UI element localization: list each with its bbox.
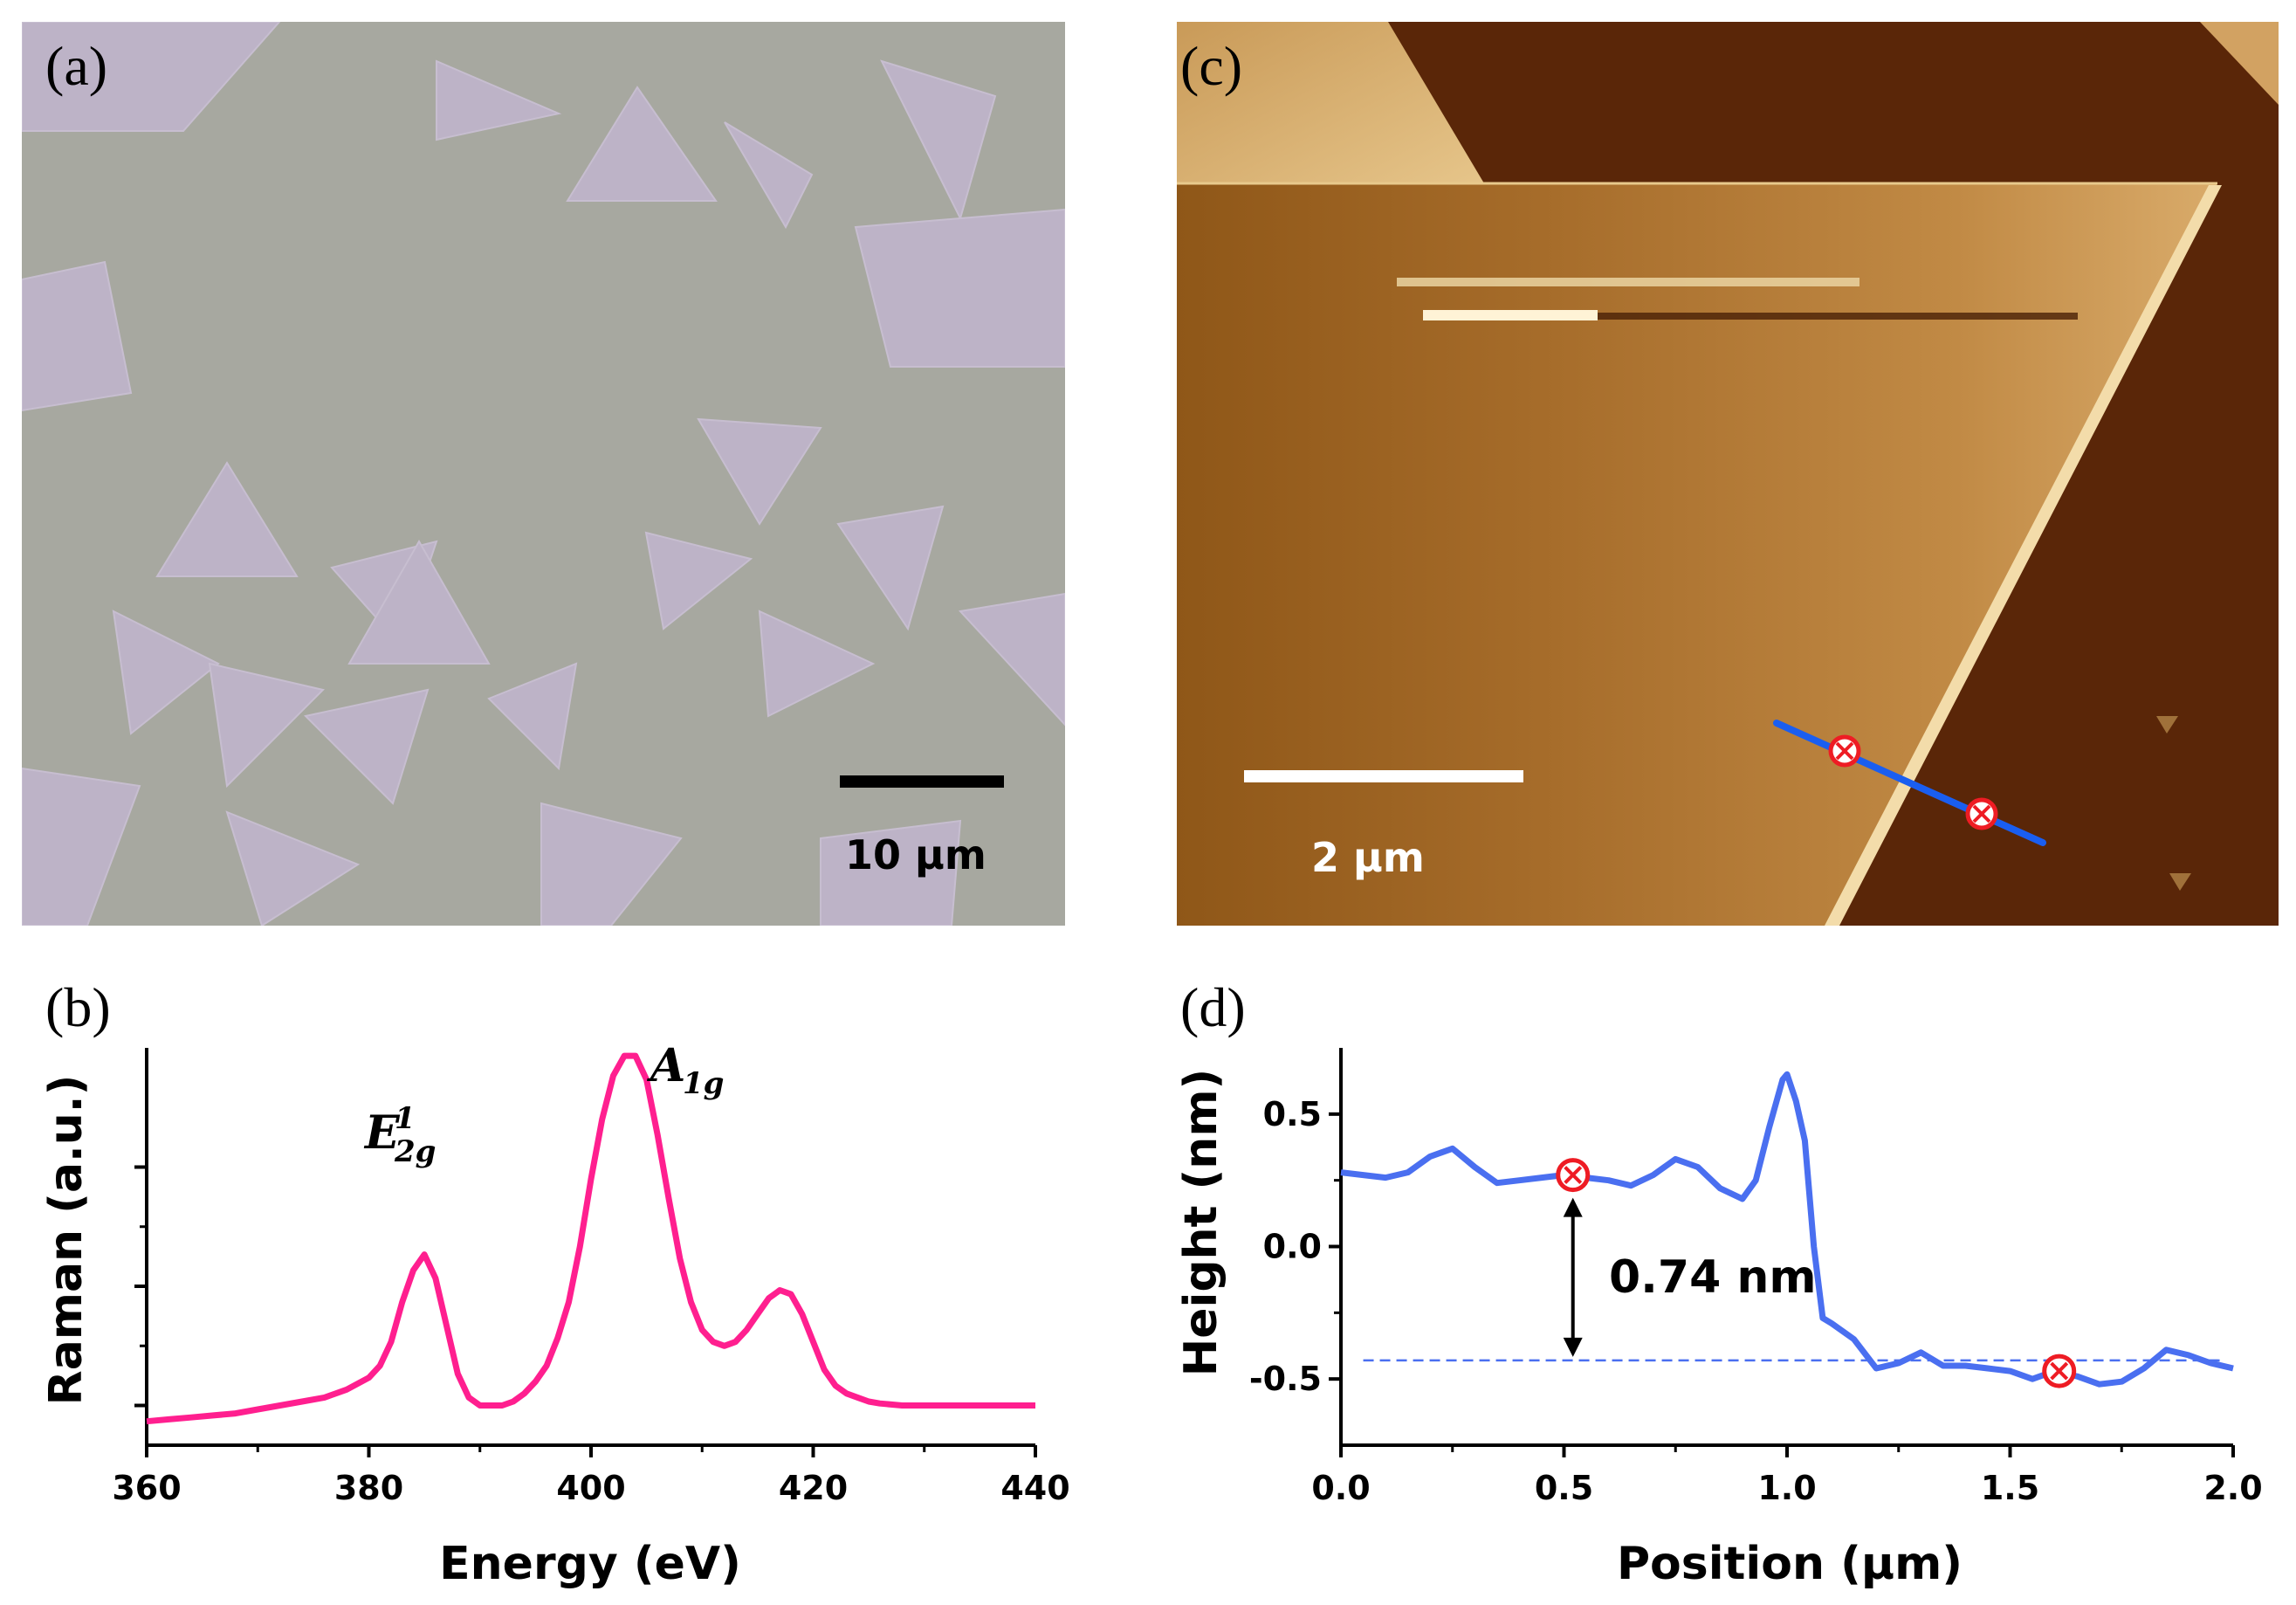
x-tick-label: 420 [779, 1469, 848, 1507]
profile-marker-1 [1828, 734, 1861, 768]
afm-streak [1598, 313, 2078, 320]
panel-a-label: (a) [45, 35, 107, 97]
panel-a-optical-image: (a) 10 μm [22, 22, 1065, 926]
height-x-axis-title: Position (μm) [1617, 1538, 1963, 1590]
afm-flake-edge [1825, 185, 2222, 926]
flake [347, 539, 491, 665]
flake [487, 662, 578, 771]
flake [540, 802, 683, 926]
step-height-arrow [1563, 1197, 1583, 1357]
flake [436, 59, 562, 141]
x-tick-label: 400 [556, 1469, 625, 1507]
flake [820, 819, 962, 926]
x-tick-label: 2.0 [2203, 1469, 2262, 1507]
flake [880, 59, 997, 221]
peak-label-e2g: E [363, 1106, 401, 1160]
flake [155, 461, 299, 577]
height-profile-line [1340, 1071, 2234, 1388]
afm-streak [1423, 310, 1598, 320]
arrow-head-down [1563, 1337, 1583, 1357]
flake [854, 208, 1065, 368]
flake [22, 260, 133, 412]
peak-label-e2g-sub: 2g [394, 1134, 436, 1169]
x-tick-label: 360 [112, 1469, 181, 1507]
profile-point-marker [2042, 1354, 2077, 1388]
flake [697, 417, 822, 526]
scale-bar-c [1244, 770, 1523, 782]
raman-chart: (b) 360 380 400 420 440 E 1 2g A 1g Energy (… [40, 976, 1070, 1590]
peak-label-e2g-sup: 1 [395, 1101, 416, 1136]
raman-spectrum-line [146, 1052, 1035, 1425]
flake [208, 662, 325, 789]
x-tick-label: 380 [334, 1469, 403, 1507]
afm-streak [1397, 278, 1859, 286]
x-tick-label: 0.0 [1311, 1469, 1370, 1507]
panel-d-label: (d) [1180, 976, 1246, 1038]
raman-y-axis-title: Raman (a.u.) [40, 1075, 93, 1406]
flake [22, 767, 141, 926]
x-tick-label: 440 [1000, 1469, 1069, 1507]
profile-line [1773, 720, 2046, 846]
panel-c-label: (c) [1180, 35, 1242, 97]
raman-x-axis-title: Energy (eV) [439, 1538, 741, 1590]
x-tick-label: 1.0 [1757, 1469, 1816, 1507]
arrow-head-up [1563, 1197, 1583, 1217]
triangular-flakes [22, 22, 1065, 926]
step-height-label: 0.74 nm [1609, 1251, 1817, 1304]
scale-bar-a [840, 775, 1004, 788]
flake [959, 592, 1065, 727]
x-tick-label: 1.5 [1981, 1469, 2039, 1507]
flake [303, 688, 430, 805]
flake [758, 610, 876, 718]
afm-flake-main [1177, 183, 2217, 926]
flake [22, 22, 281, 132]
afm-small-triangle [2169, 873, 2191, 891]
height-profile-chart: (d) 0.0 0.5 1.0 1.5 2.0 -0.5 0.0 0.5 0.74 nm Po… [1175, 976, 2263, 1590]
flake [112, 610, 220, 735]
profile-marker-2 [1965, 797, 1998, 830]
flake [644, 531, 753, 630]
afm-flake-top-right [2200, 22, 2279, 105]
scale-bar-a-label: 10 μm [845, 831, 986, 878]
peak-label-a1g: A [646, 1039, 685, 1092]
afm-small-triangle [2156, 716, 2178, 734]
flake [225, 810, 361, 926]
afm-flake-top-left [1177, 22, 1484, 183]
y-tick-label: 0.5 [1263, 1095, 1322, 1133]
scale-bar-c-label: 2 μm [1311, 834, 1425, 881]
x-tick-label: 0.5 [1535, 1469, 1593, 1507]
height-y-axis-title: Height (nm) [1175, 1069, 1227, 1377]
optical-background [22, 22, 1065, 926]
flake [724, 121, 814, 230]
y-tick-label: -0.5 [1249, 1360, 1322, 1398]
y-tick-label: 0.0 [1263, 1228, 1322, 1266]
flake [566, 86, 718, 202]
panel-b-label: (b) [45, 976, 111, 1038]
panel-c-afm-image: (c) 2 μm [1177, 22, 2279, 926]
peak-label-a1g-sub: 1g [683, 1066, 724, 1101]
flake [836, 505, 945, 631]
profile-point-marker [1556, 1158, 1591, 1193]
